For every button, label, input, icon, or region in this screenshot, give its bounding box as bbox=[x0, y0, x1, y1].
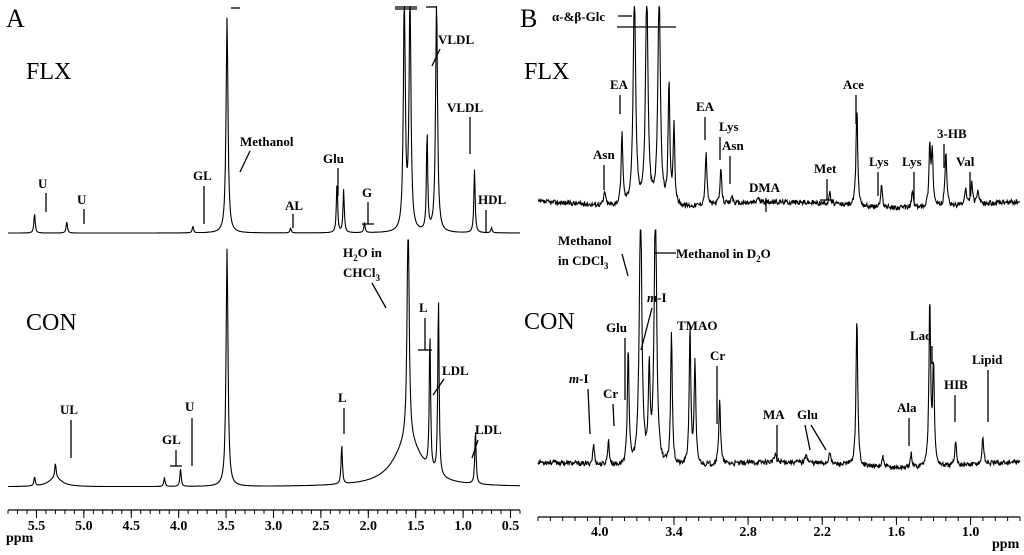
label-a-u3: U bbox=[185, 399, 195, 414]
label-b-hib: HIB bbox=[944, 377, 968, 392]
label-b-lys2: Lys bbox=[869, 154, 889, 169]
tick-label: 4.0 bbox=[591, 525, 609, 540]
label-b-methanol-cdcl3-1: Methanol bbox=[558, 233, 612, 248]
tick-label: 5.0 bbox=[75, 519, 93, 534]
label-a-vldl1: VLDL bbox=[438, 32, 474, 47]
label-b-mi2: m-I bbox=[647, 290, 667, 305]
panel-a-letter: A bbox=[6, 4, 25, 33]
label-b-ma: MA bbox=[763, 407, 785, 422]
tick-label: 1.6 bbox=[888, 525, 906, 540]
label-b-asn2: Asn bbox=[722, 138, 744, 153]
label-a-l1: L bbox=[338, 390, 347, 405]
panel-a-con-label: CON bbox=[26, 310, 77, 336]
tick-label: 1.0 bbox=[454, 519, 472, 534]
tick-label: 3.0 bbox=[265, 519, 283, 534]
panel-a-flx-label: FLX bbox=[26, 59, 71, 85]
panel-b-flx-annotations: EA Asn EA Lys Asn DMA Met Ace Lys Lys 3-… bbox=[593, 77, 975, 212]
label-b-ea1: EA bbox=[610, 77, 629, 92]
tick-label: 3.4 bbox=[665, 525, 683, 540]
label-a-g: G bbox=[362, 185, 372, 200]
label-a-hdl: HDL bbox=[478, 192, 507, 207]
label-b-lys1: Lys bbox=[719, 119, 739, 134]
label-b-tmao: TMAO bbox=[677, 318, 717, 333]
panel-a-flx-spectrum bbox=[8, 5, 520, 234]
panel-a-x-axis: 5.5 5.0 4.5 4.0 3.5 3.0 2.5 2.0 1.5 1.0 0.5 ppm bbox=[6, 509, 521, 546]
label-b-3hb: 3-HB bbox=[937, 126, 967, 141]
panel-a-truncated-caps bbox=[395, 6, 437, 10]
label-b-cr2: Cr bbox=[710, 348, 725, 363]
label-b-lipid: Lipid bbox=[972, 352, 1003, 367]
panel-a-axis-unit: ppm bbox=[6, 531, 34, 546]
label-b-met: Met bbox=[814, 161, 837, 176]
panel-b-glc-bracket: α-&β-Glc bbox=[552, 9, 676, 28]
panel-b: B FLX CON α-&β-Glc EA Asn EA Lys Asn DMA… bbox=[520, 4, 1021, 552]
tick-label: 1.0 bbox=[962, 525, 980, 540]
panel-b-con-spectrum bbox=[537, 229, 1021, 472]
label-b-ace: Ace bbox=[843, 77, 864, 92]
panel-b-letter: B bbox=[520, 4, 537, 33]
label-b-mi1: m-I bbox=[569, 371, 589, 386]
label-b-asn1: Asn bbox=[593, 147, 615, 162]
label-a-h2o: H2O in bbox=[343, 245, 383, 263]
panel-b-con-label: CON bbox=[524, 309, 575, 335]
label-b-cr1: Cr bbox=[603, 386, 618, 401]
label-b-ea2: EA bbox=[696, 99, 715, 114]
tick-label: 5.5 bbox=[28, 519, 46, 534]
label-a-vldl2: VLDL bbox=[447, 100, 483, 115]
label-a-gl2: GL bbox=[162, 432, 181, 447]
panel-b-x-axis: 4.0 3.4 2.8 2.2 1.6 1.0 ppm bbox=[537, 516, 1021, 552]
tick-label: 2.2 bbox=[814, 525, 832, 540]
panel-a-con-annotations: UL GL U L L LDL LDL H2O in CHCl3 bbox=[60, 245, 502, 467]
tick-label: 4.5 bbox=[123, 519, 141, 534]
label-a-ul: UL bbox=[60, 402, 78, 417]
label-a-ldl1: LDL bbox=[442, 363, 469, 378]
panel-a-con-spectrum bbox=[8, 239, 520, 488]
label-a-l2: L bbox=[419, 300, 428, 315]
label-a-glu: Glu bbox=[323, 151, 344, 166]
label-a-al: AL bbox=[285, 198, 303, 213]
tick-label: 0.5 bbox=[502, 519, 520, 534]
panel-b-flx-spectrum bbox=[537, 5, 1021, 211]
label-a-gl: GL bbox=[193, 168, 212, 183]
label-b-lac: Lac bbox=[910, 328, 931, 343]
label-b-dma: DMA bbox=[749, 180, 781, 195]
panel-b-flx-label: FLX bbox=[524, 59, 569, 85]
label-b-lys3: Lys bbox=[902, 154, 922, 169]
panel-b-con-annotations: Methanol in CDCl3 Methanol in D2O m-I Cr… bbox=[558, 233, 1003, 462]
label-b-glc: α-&β-Glc bbox=[552, 9, 605, 24]
label-b-glu1: Glu bbox=[606, 320, 627, 335]
tick-label: 2.0 bbox=[360, 519, 378, 534]
label-b-glu2: Glu bbox=[797, 407, 818, 422]
tick-label: 3.5 bbox=[217, 519, 235, 534]
panel-b-axis-unit: ppm bbox=[992, 537, 1020, 552]
label-a-chcl3: CHCl3 bbox=[343, 265, 381, 283]
label-a-u1: U bbox=[38, 176, 48, 191]
tick-label: 2.8 bbox=[739, 525, 757, 540]
panel-a: A FLX CON U U GL Methanol AL Glu bbox=[6, 4, 521, 546]
panel-a-flx-annotations: U U GL Methanol AL Glu G VLDL VLDL HDL bbox=[38, 32, 507, 232]
label-b-val: Val bbox=[956, 154, 975, 169]
tick-label: 4.0 bbox=[170, 519, 188, 534]
tick-label: 1.5 bbox=[407, 519, 425, 534]
label-a-u2: U bbox=[77, 192, 87, 207]
label-b-ala: Ala bbox=[897, 400, 917, 415]
label-a-methanol: Methanol bbox=[240, 134, 294, 149]
label-b-methanol-cdcl3-2: in CDCl3 bbox=[558, 253, 609, 271]
label-a-ldl2: LDL bbox=[475, 422, 502, 437]
label-b-methanol-d2o: Methanol in D2O bbox=[676, 246, 771, 264]
tick-label: 2.5 bbox=[312, 519, 330, 534]
